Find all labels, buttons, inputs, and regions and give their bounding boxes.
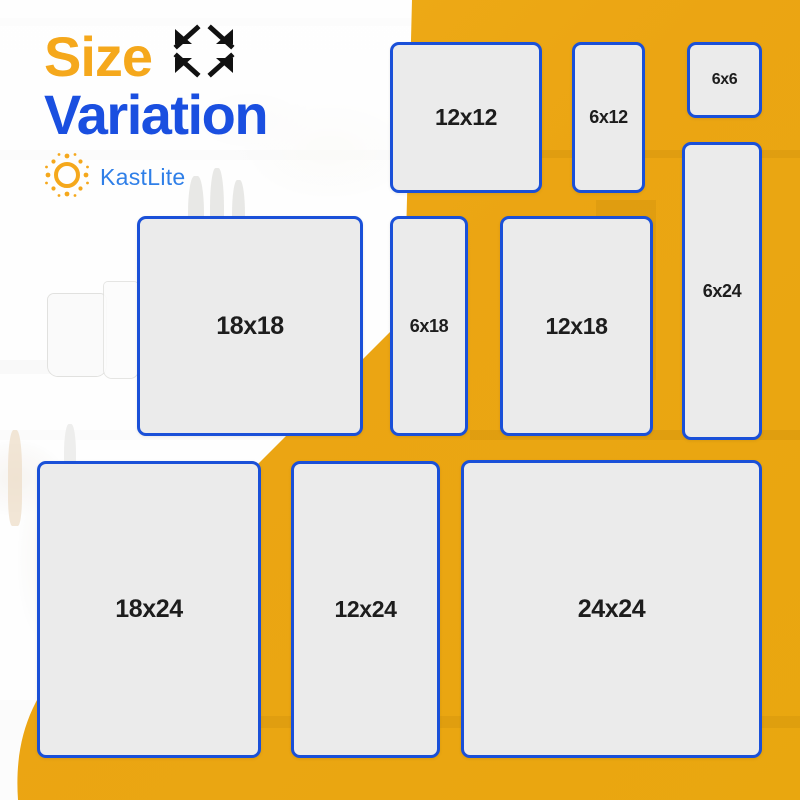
size-panel-12x18[interactable]: 12x18 xyxy=(500,216,653,436)
size-panel-6x6[interactable]: 6x6 xyxy=(687,42,762,118)
expand-arrows-icon xyxy=(171,24,237,83)
size-panel-6x12[interactable]: 6x12 xyxy=(572,42,645,193)
page-title-line2: Variation xyxy=(44,83,269,146)
size-panel-label: 24x24 xyxy=(577,594,646,623)
background-container-silhouette xyxy=(104,282,138,378)
size-panel-label: 6x18 xyxy=(409,315,449,336)
size-panel-label: 6x6 xyxy=(711,71,738,88)
size-panel-18x18[interactable]: 18x18 xyxy=(137,216,363,436)
background-container-silhouette xyxy=(48,294,106,376)
size-panel-label: 6x24 xyxy=(702,280,742,301)
size-panel-label: 18x18 xyxy=(216,311,284,340)
size-panel-18x24[interactable]: 18x24 xyxy=(37,461,261,758)
size-panel-24x24[interactable]: 24x24 xyxy=(461,460,762,758)
size-panel-label: 12x18 xyxy=(545,312,608,339)
size-panel-6x18[interactable]: 6x18 xyxy=(390,216,468,436)
sun-logo-icon xyxy=(44,152,90,203)
headline-block: Size Variat xyxy=(44,24,269,146)
page-title-line1: Size xyxy=(44,24,153,88)
size-panel-12x24[interactable]: 12x24 xyxy=(291,461,440,758)
size-panel-12x12[interactable]: 12x12 xyxy=(390,42,542,193)
size-panel-label: 18x24 xyxy=(115,595,183,623)
brand-name: KastLite xyxy=(100,164,186,190)
background-tool-silhouette xyxy=(8,430,22,526)
size-panel-label: 6x12 xyxy=(589,107,628,127)
brand-logo: KastLite xyxy=(44,152,186,203)
size-panel-6x24[interactable]: 6x24 xyxy=(682,142,762,440)
size-panel-label: 12x12 xyxy=(435,104,497,130)
size-panel-label: 12x24 xyxy=(334,596,397,622)
